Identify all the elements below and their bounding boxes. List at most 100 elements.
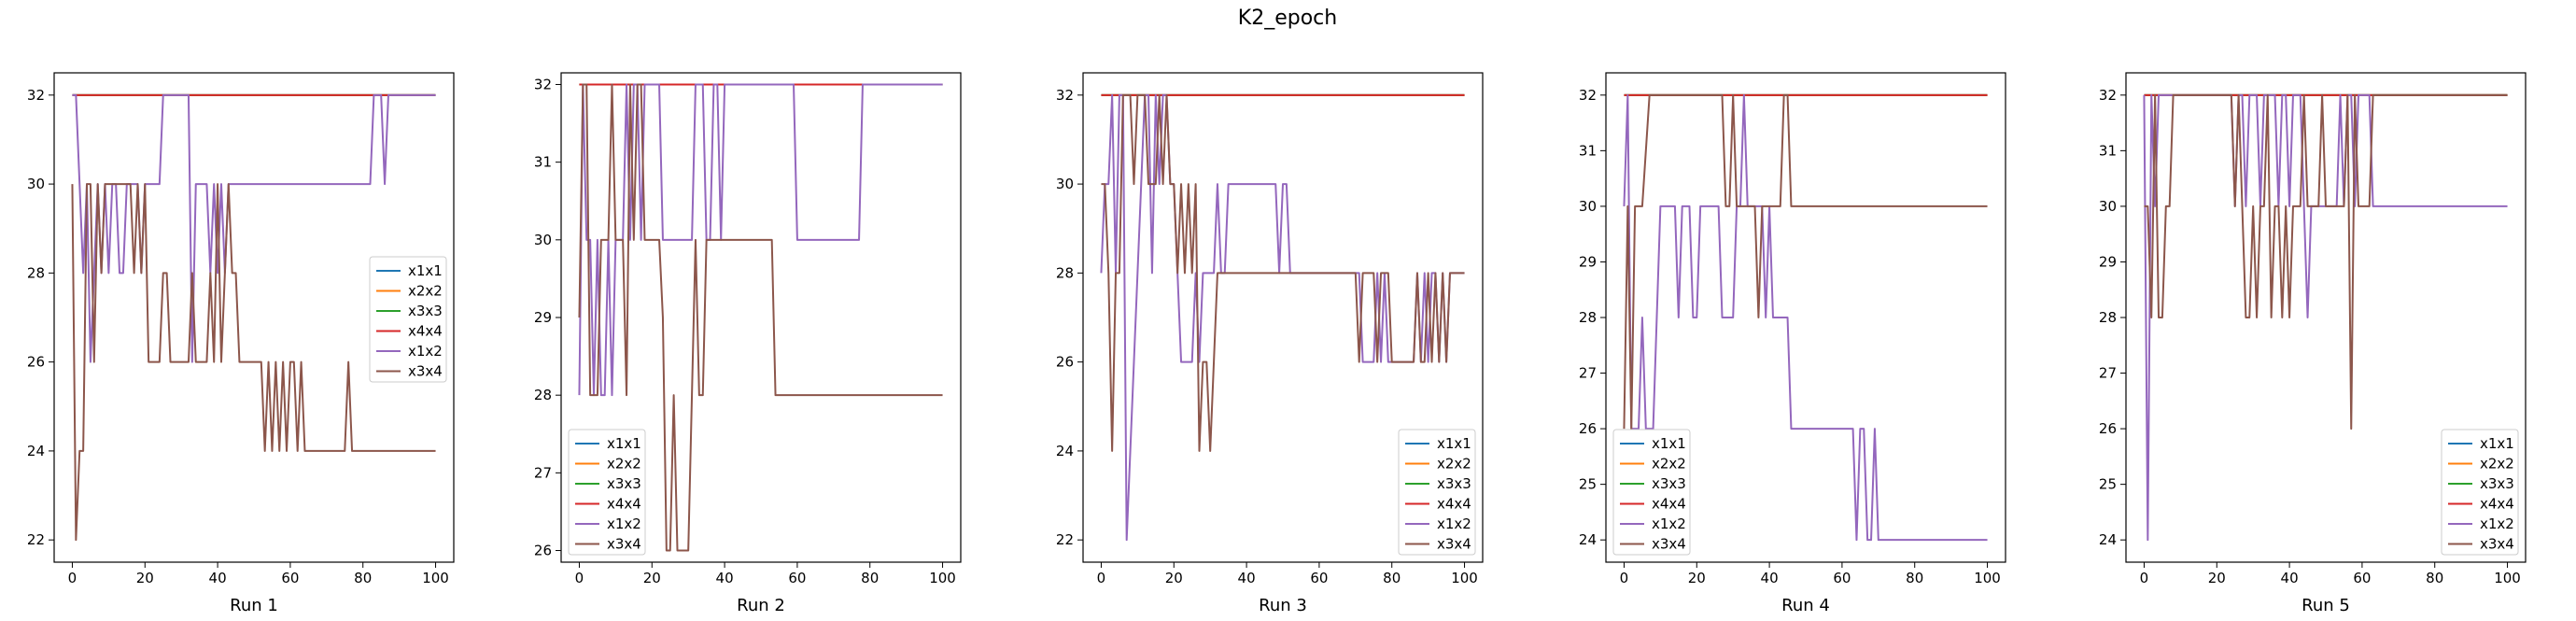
x-axis-label: Run 3 <box>1259 596 1307 615</box>
legend-label-x1x2: x1x2 <box>1652 515 1686 532</box>
y-tick-label: 32 <box>27 87 45 104</box>
series-group <box>578 83 943 552</box>
axes-frame <box>53 72 455 563</box>
series-group <box>1623 93 1988 542</box>
legend: x1x1 x2x2 x3x3 x4x4 x1x2 x3x4 <box>369 256 447 383</box>
y-tick-label: 32 <box>2099 87 2117 104</box>
legend-label-x1x1: x1x1 <box>1652 435 1686 452</box>
x-tick-label: 20 <box>643 570 661 586</box>
x-axis-label: Run 4 <box>1781 596 1830 615</box>
x-tick-label: 40 <box>716 570 734 586</box>
y-tick-label: 31 <box>1579 142 1597 159</box>
legend: x1x1 x2x2 x3x3 x4x4 x1x2 x3x4 <box>2441 429 2519 556</box>
legend-label-x4x4: x4x4 <box>607 496 641 513</box>
y-tick-label: 30 <box>534 232 552 248</box>
x-tick-label: 40 <box>1238 570 1256 586</box>
legend-label-x3x3: x3x3 <box>408 303 443 319</box>
series-group <box>2143 93 2508 542</box>
y-tick-label: 30 <box>1056 176 1074 192</box>
legend-label-x1x2: x1x2 <box>607 515 641 532</box>
y-tick-label: 26 <box>534 543 552 559</box>
legend: x1x1 x2x2 x3x3 x4x4 x1x2 x3x4 <box>568 429 646 556</box>
x-tick-label: 0 <box>1620 570 1629 586</box>
legend-label-x3x4: x3x4 <box>408 363 443 380</box>
x-tick-label: 0 <box>2140 570 2149 586</box>
x-tick-label: 100 <box>1974 570 2001 586</box>
y-tick-label: 27 <box>534 464 552 481</box>
legend-label-x4x4: x4x4 <box>1437 496 1471 513</box>
x-tick-label: 40 <box>209 570 227 586</box>
legend-label-x4x4: x4x4 <box>408 323 443 340</box>
x-tick-label: 20 <box>136 570 154 586</box>
legend: x1x1 x2x2 x3x3 x4x4 x1x2 x3x4 <box>1612 429 1691 556</box>
y-tick-label: 31 <box>2099 142 2117 159</box>
legend-label-x2x2: x2x2 <box>1652 456 1686 473</box>
series-group <box>71 93 436 542</box>
x-tick-label: 100 <box>1451 570 1478 586</box>
x-tick-label: 60 <box>2353 570 2371 586</box>
y-tick-label: 29 <box>534 309 552 326</box>
legend-label-x3x3: x3x3 <box>2480 475 2514 492</box>
x-tick-label: 20 <box>1165 570 1183 586</box>
legend-label-x1x1: x1x1 <box>2480 435 2514 452</box>
y-tick-label: 28 <box>2099 309 2117 326</box>
x-tick-label: 100 <box>422 570 449 586</box>
y-tick-label: 26 <box>1056 354 1074 371</box>
subplot-3: 0 20 40 60 80 100 22 24 26 28 30 32 Run 3 x1x1 x2x2 x3x… <box>1056 72 1484 615</box>
y-tick-label: 25 <box>1579 476 1597 493</box>
y-tick-label: 28 <box>1579 309 1597 326</box>
x-tick-label: 40 <box>1761 570 1779 586</box>
legend-label-x2x2: x2x2 <box>607 456 641 473</box>
series-group <box>1100 93 1465 542</box>
series-line-x3x4 <box>71 183 436 542</box>
legend: x1x1 x2x2 x3x3 x4x4 x1x2 x3x4 <box>1398 429 1476 556</box>
legend-label-x3x4: x3x4 <box>607 536 641 553</box>
x-axis-label: Run 2 <box>737 596 785 615</box>
y-tick-label: 28 <box>534 387 552 403</box>
series-line-x1x2 <box>72 93 436 363</box>
series-line-x3x4 <box>1623 93 1988 430</box>
x-tick-label: 60 <box>788 570 806 586</box>
y-tick-label: 22 <box>1056 531 1074 548</box>
y-tick-label: 32 <box>534 76 552 92</box>
legend-label-x3x3: x3x3 <box>1437 475 1471 492</box>
legend-label-x4x4: x4x4 <box>1652 496 1686 513</box>
legend-label-x4x4: x4x4 <box>2480 496 2514 513</box>
y-tick-label: 26 <box>27 354 45 371</box>
y-tick-label: 29 <box>2099 253 2117 270</box>
legend-label-x3x4: x3x4 <box>1437 536 1471 553</box>
axes-frame <box>1082 72 1484 563</box>
x-tick-label: 0 <box>1097 570 1106 586</box>
y-tick-label: 26 <box>2099 420 2117 437</box>
series-line-x3x4 <box>1101 93 1465 452</box>
legend-label-x1x1: x1x1 <box>1437 435 1471 452</box>
legend-label-x3x4: x3x4 <box>2480 536 2514 553</box>
x-tick-label: 100 <box>2494 570 2521 586</box>
y-tick-label: 24 <box>1056 443 1074 459</box>
y-tick-label: 30 <box>2099 198 2117 215</box>
x-tick-label: 20 <box>1688 570 1706 586</box>
series-line-x3x4 <box>2144 93 2508 430</box>
x-tick-label: 100 <box>929 570 956 586</box>
x-tick-label: 60 <box>1310 570 1328 586</box>
x-tick-label: 0 <box>575 570 584 586</box>
legend-label-x2x2: x2x2 <box>2480 456 2514 473</box>
y-tick-label: 32 <box>1056 87 1074 104</box>
legend-label-x1x2: x1x2 <box>2480 515 2514 532</box>
y-tick-label: 24 <box>2099 531 2117 548</box>
legend-label-x2x2: x2x2 <box>1437 456 1471 473</box>
x-tick-label: 60 <box>281 570 299 586</box>
x-tick-label: 40 <box>2281 570 2299 586</box>
x-axis-label: Run 1 <box>230 596 278 615</box>
legend-label-x3x3: x3x3 <box>1652 475 1686 492</box>
y-tick-label: 26 <box>1579 420 1597 437</box>
legend-label-x2x2: x2x2 <box>408 283 443 300</box>
y-tick-label: 24 <box>1579 531 1597 548</box>
y-tick-label: 30 <box>1579 198 1597 215</box>
y-tick-label: 28 <box>1056 264 1074 281</box>
legend-label-x1x2: x1x2 <box>1437 515 1471 532</box>
y-tick-label: 22 <box>27 531 45 548</box>
subplot-1: 0 20 40 60 80 100 22 24 26 28 30 32 Run 1 x1x1 x2x2 x3x… <box>27 72 455 615</box>
